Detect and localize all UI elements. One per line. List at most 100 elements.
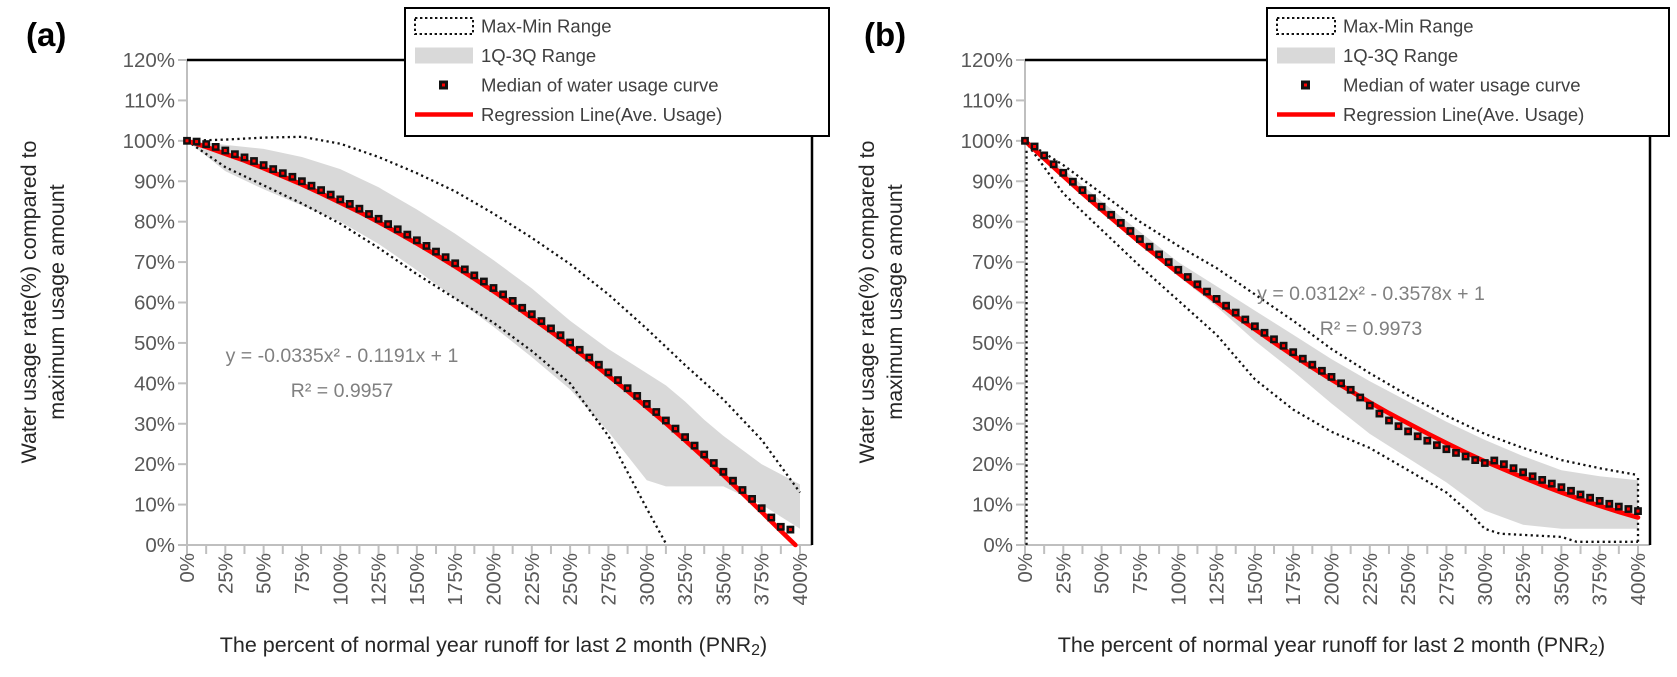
legend-item-regression: Regression Line(Ave. Usage) <box>415 104 722 125</box>
median-marker <box>652 408 661 416</box>
y-tick-label: 30% <box>134 413 175 436</box>
median-marker-dot <box>1042 153 1046 157</box>
median-marker <box>288 172 297 181</box>
legend-item-median: Median of water usage curve <box>1301 75 1581 96</box>
median-marker <box>1356 393 1365 402</box>
median-marker <box>1155 250 1163 259</box>
x-tick-label: 325% <box>1512 553 1535 605</box>
y-tick-label: 50% <box>972 332 1013 355</box>
median-marker-dot <box>1444 447 1448 451</box>
median-marker <box>690 441 699 450</box>
legend-box <box>404 7 830 137</box>
x-tick-label: 100% <box>329 553 352 605</box>
median-marker-dot <box>664 419 668 422</box>
y-tick-label: 20% <box>134 453 175 476</box>
median-marker-dot <box>1081 188 1084 192</box>
median-marker-dot <box>386 222 390 226</box>
median-marker <box>1021 136 1029 145</box>
median-marker-dot <box>1138 237 1142 241</box>
median-marker <box>1212 295 1221 303</box>
x-tick-label: 400% <box>789 553 812 605</box>
median-marker-dot <box>645 402 649 406</box>
median-marker <box>1059 168 1068 177</box>
median-marker-dot <box>377 217 381 221</box>
median-marker <box>604 368 613 377</box>
x-tick-label: 325% <box>674 553 697 605</box>
y-tick-label: 100% <box>123 130 175 153</box>
median-marker <box>259 161 268 169</box>
legend-label-maxmin: Max-Min Range <box>1343 16 1474 37</box>
median-marker <box>700 450 709 459</box>
median-marker-dot <box>1569 489 1573 493</box>
median-marker <box>1049 160 1058 169</box>
max-range-line <box>186 135 801 494</box>
legend-item-band: 1Q-3Q Range <box>1277 45 1458 66</box>
median-marker-series <box>183 136 795 534</box>
x-tick-label: 275% <box>1435 553 1458 605</box>
median-marker <box>1614 502 1623 511</box>
legend-item-band: 1Q-3Q Range <box>415 45 596 66</box>
x-axis-title-subscript: 2 <box>751 642 760 659</box>
median-marker-dot <box>1291 350 1295 354</box>
median-marker-dot <box>1416 434 1420 438</box>
y-axis-title-line1: Water usage rate(%) compared to <box>855 140 879 463</box>
y-tick-label: 30% <box>972 413 1013 436</box>
median-marker-dot <box>568 341 572 344</box>
median-marker-dot <box>654 410 658 414</box>
median-marker <box>307 181 316 190</box>
legend-label-band: 1Q-3Q Range <box>1343 45 1458 66</box>
median-marker-dot <box>511 299 515 303</box>
x-tick-label: 300% <box>636 553 659 605</box>
median-marker <box>489 284 498 292</box>
median-marker-dot <box>1588 496 1592 500</box>
median-marker-dot <box>712 461 716 465</box>
median-marker-dot <box>1263 331 1266 335</box>
median-marker <box>1126 227 1135 235</box>
legend-label-band: 1Q-3Q Range <box>481 45 596 66</box>
y-tick-label: 100% <box>961 130 1013 153</box>
median-marker <box>298 177 306 186</box>
y-axis-title-line1: Water usage rate(%) compared to <box>17 140 41 463</box>
median-marker-dot <box>1435 443 1439 447</box>
median-marker-dot <box>482 280 486 283</box>
median-marker-dot <box>243 155 246 159</box>
median-marker-dot <box>674 427 677 431</box>
median-marker-dot <box>1425 439 1429 443</box>
median-marker <box>1145 242 1154 251</box>
y-tick-label: 120% <box>123 49 175 72</box>
median-marker-dot <box>1598 499 1602 503</box>
x-tick-label: 225% <box>521 553 544 605</box>
median-marker-dot <box>1550 482 1554 486</box>
median-marker <box>614 376 622 384</box>
median-marker-dot <box>319 188 323 192</box>
median-marker-dot <box>1521 470 1525 474</box>
median-marker-dot <box>1243 318 1247 321</box>
median-marker-dot <box>683 435 687 439</box>
x-tick-label: 200% <box>483 553 506 605</box>
median-marker-dot <box>233 152 237 156</box>
median-marker <box>1433 441 1441 450</box>
median-marker <box>1394 422 1403 431</box>
x-tick-label: 50% <box>253 553 276 594</box>
median-marker <box>393 225 402 234</box>
y-tick-label: 40% <box>972 372 1013 395</box>
x-tick-label: 225% <box>1359 553 1382 605</box>
median-marker <box>1183 273 1192 281</box>
median-marker <box>1260 328 1269 337</box>
legend-swatch-maxmin <box>414 17 474 35</box>
r-squared-text: R² = 0.9973 <box>1320 318 1422 340</box>
median-marker <box>278 169 287 178</box>
median-marker-dot <box>453 261 457 265</box>
y-tick-label: 90% <box>134 170 175 193</box>
median-marker <box>527 310 536 319</box>
median-marker <box>1547 479 1556 488</box>
y-tick-label: 90% <box>972 170 1013 193</box>
legend-item-maxmin: Max-Min Range <box>414 16 612 37</box>
median-marker <box>633 392 642 400</box>
median-marker-dot <box>1128 229 1132 233</box>
median-marker <box>1557 483 1566 492</box>
median-marker-dot <box>1559 485 1563 489</box>
median-marker <box>1298 354 1307 363</box>
median-marker-dot <box>252 159 256 163</box>
legend: Max-Min Range 1Q-3Q Range Median of water … <box>1266 7 1670 137</box>
